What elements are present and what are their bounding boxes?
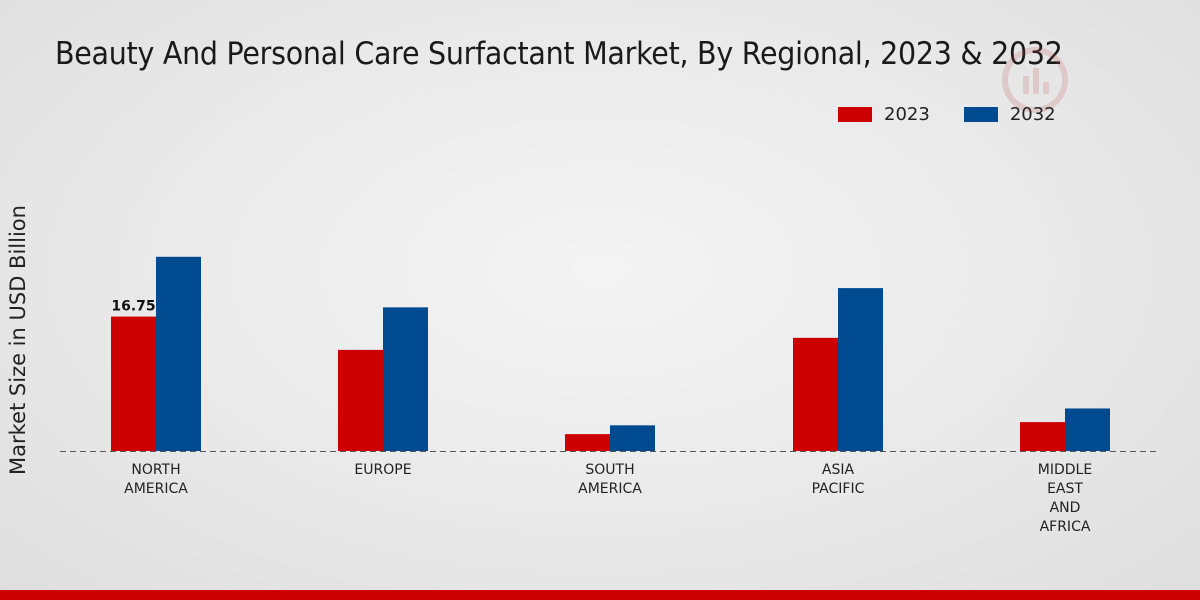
x-tick-label-2: AMERICA (578, 481, 642, 497)
bar-2023-0 (111, 316, 156, 451)
x-tick-label-1: EUROPE (354, 462, 411, 478)
legend-swatch-2032 (963, 107, 998, 122)
legend-item-2032: 2032 (963, 104, 1056, 125)
watermark-logo-icon (1002, 47, 1068, 113)
x-tick-label-3: PACIFIC (812, 481, 865, 497)
bar-2023-3 (793, 337, 838, 451)
x-tick-label-4: EAST (1047, 481, 1083, 497)
bar-2032-1 (383, 307, 428, 451)
legend-swatch-2023 (838, 107, 872, 122)
x-tick-label-0: AMERICA (124, 481, 188, 497)
x-tick-label-4: MIDDLE (1038, 462, 1092, 478)
bar-2032-2 (610, 425, 655, 451)
chart-legend: 2023 2032 (838, 104, 1090, 125)
x-tick-label-3: ASIA (822, 462, 855, 478)
bar-2023-4 (1020, 422, 1065, 451)
bottom-accent-bar (0, 590, 1200, 600)
data-label: 16.75 (111, 299, 155, 315)
legend-label-2032: 2032 (1009, 104, 1056, 125)
x-tick-label-2: SOUTH (585, 462, 634, 478)
bar-2032-3 (838, 288, 883, 451)
legend-item-2023: 2023 (838, 104, 930, 125)
bar-2032-4 (1065, 408, 1110, 451)
bar-2023-1 (338, 349, 383, 451)
chart-title: Beauty And Personal Care Surfactant Mark… (55, 36, 1063, 72)
bar-2023-2 (565, 434, 610, 451)
x-tick-label-4: AFRICA (1040, 519, 1091, 535)
x-tick-label-4: AND (1050, 500, 1081, 516)
legend-label-2023: 2023 (884, 104, 930, 125)
bar-2032-0 (156, 256, 201, 451)
x-tick-label-0: NORTH (131, 462, 180, 478)
